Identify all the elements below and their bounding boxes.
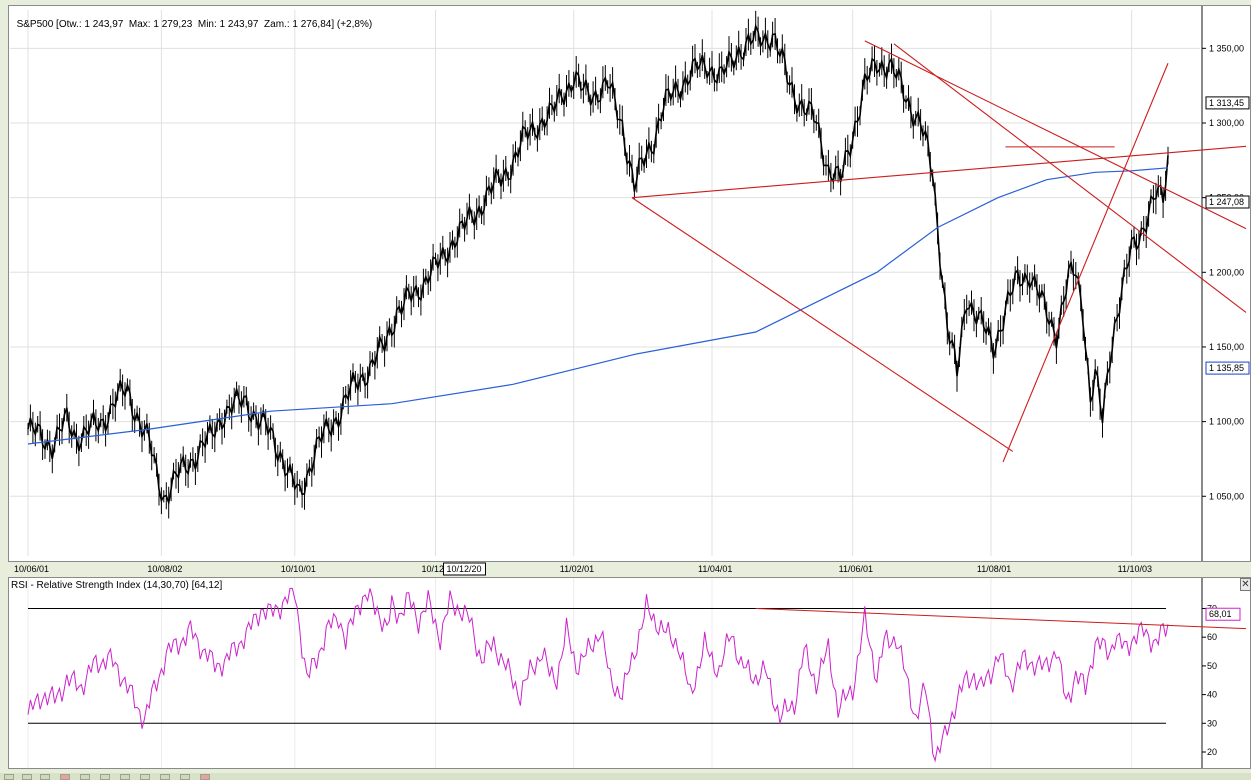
price-header: S&P500 [Otw.: 1 243,97 Max: 1 279,23 Min… bbox=[16, 19, 373, 30]
moving-average-line bbox=[27, 167, 1169, 445]
min-label: Min: bbox=[197, 19, 217, 30]
price-tag-box bbox=[1205, 361, 1250, 375]
price-tag-label: 1 247,08 bbox=[1209, 197, 1244, 207]
trend-line bbox=[864, 40, 1247, 230]
min-value: 1 243,97 bbox=[219, 19, 259, 30]
max-label: Max: bbox=[128, 19, 151, 30]
rsi-value-label: 68,01 bbox=[1209, 609, 1232, 619]
symbol-label: S&P500 bbox=[16, 19, 54, 30]
x-tick-label: 11/06/01 bbox=[839, 564, 873, 574]
toolbar-button-2[interactable] bbox=[22, 774, 32, 780]
price-tag-label: 1 313,45 bbox=[1209, 98, 1244, 108]
max-value: 1 279,23 bbox=[153, 19, 193, 30]
cursor-date-box bbox=[442, 562, 486, 576]
open-label: Otw.: bbox=[58, 19, 82, 30]
toolbar-button-5[interactable] bbox=[80, 774, 90, 780]
close-label: Zam.: bbox=[264, 19, 290, 30]
y-tick-label: 1 100,00 bbox=[1209, 417, 1244, 427]
trend-line bbox=[631, 145, 1247, 199]
x-tick-label: 10/12/01 bbox=[421, 564, 456, 574]
y-tick-label: 1 050,00 bbox=[1209, 491, 1244, 501]
x-tick-label: 11/08/01 bbox=[977, 564, 1011, 574]
rsi-value-box bbox=[1205, 607, 1241, 621]
status-bar bbox=[0, 773, 1251, 780]
toolbar-button-3[interactable] bbox=[40, 774, 50, 780]
y-tick-label: 1 300,00 bbox=[1209, 118, 1244, 128]
rsi-trend-line bbox=[755, 608, 1247, 630]
x-tick-label: 10/06/01 bbox=[14, 564, 49, 574]
x-tick-label: 11/04/01 bbox=[698, 564, 732, 574]
toolbar-button-11[interactable] bbox=[200, 774, 210, 780]
y-tick-label: 1 150,00 bbox=[1209, 342, 1244, 352]
x-tick-label: 11/10/03 bbox=[1118, 564, 1152, 574]
trend-line bbox=[631, 197, 1014, 452]
rsi-y-tick-label: 60 bbox=[1207, 632, 1217, 642]
cursor-date-label: 10/12/20 bbox=[446, 564, 481, 574]
price-bars bbox=[27, 10, 1169, 519]
price-tag-label: 1 135,85 bbox=[1209, 363, 1244, 373]
price-tag-box bbox=[1205, 195, 1250, 209]
toolbar-button-4[interactable] bbox=[60, 774, 70, 780]
toolbar-button-9[interactable] bbox=[160, 774, 170, 780]
rsi-series-line bbox=[27, 587, 1169, 763]
toolbar-button-8[interactable] bbox=[140, 774, 150, 780]
toolbar-button-7[interactable] bbox=[120, 774, 130, 780]
y-tick-label: 1 200,00 bbox=[1209, 267, 1244, 277]
rsi-header: RSI - Relative Strength Index (14,30,70)… bbox=[11, 580, 223, 591]
rsi-y-tick-label: 20 bbox=[1207, 747, 1217, 757]
rsi-y-tick-label: 30 bbox=[1207, 718, 1217, 728]
x-tick-label: 11/02/01 bbox=[560, 564, 594, 574]
y-tick-label: 1 350,00 bbox=[1209, 43, 1244, 53]
toolbar-button-6[interactable] bbox=[100, 774, 110, 780]
open-value: 1 243,97 bbox=[84, 19, 124, 30]
price-series-line bbox=[27, 23, 1169, 506]
rsi-y-tick-label: 50 bbox=[1207, 661, 1217, 671]
close-value: 1 276,84 bbox=[292, 19, 332, 30]
x-tick-label: 10/10/01 bbox=[281, 564, 316, 574]
toolbar-button-1[interactable] bbox=[4, 774, 14, 780]
change-value: (+2,8%) bbox=[336, 19, 373, 30]
price-chart-panel[interactable] bbox=[8, 5, 1202, 562]
trend-line bbox=[893, 43, 1247, 313]
trend-line bbox=[1002, 63, 1169, 463]
x-tick-label: 10/08/02 bbox=[147, 564, 182, 574]
close-panel-button[interactable]: ✕ bbox=[1240, 578, 1251, 591]
toolbar-button-10[interactable] bbox=[180, 774, 190, 780]
rsi-y-tick-label: 40 bbox=[1207, 690, 1217, 700]
price-tag-box bbox=[1205, 96, 1250, 110]
